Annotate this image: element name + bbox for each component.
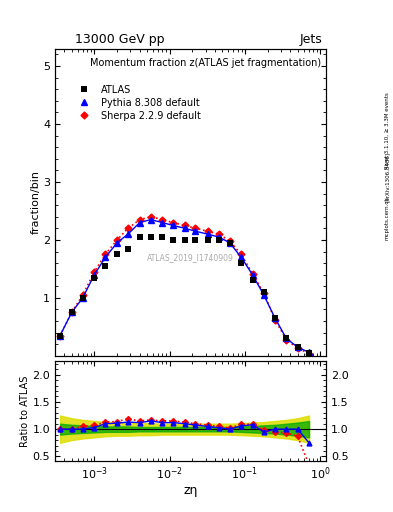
Sherpa 2.2.9 default [217,231,221,237]
Pythia 8.308 default [137,220,142,226]
Pythia 8.308 default [115,240,119,246]
Sherpa 2.2.9 default [171,220,175,226]
Pythia 8.308 default [307,349,311,355]
Pythia 8.308 default [217,234,221,240]
Pythia 8.308 default [239,254,244,261]
Pythia 8.308 default [148,217,153,223]
Sherpa 2.2.9 default [115,237,119,243]
ATLAS [126,246,130,252]
Pythia 8.308 default [250,272,255,278]
Sherpa 2.2.9 default [307,350,311,356]
Pythia 8.308 default [58,332,62,338]
Pythia 8.308 default [69,309,74,315]
Pythia 8.308 default [205,231,210,237]
Sherpa 2.2.9 default [284,336,289,343]
ATLAS [183,237,187,243]
Sherpa 2.2.9 default [137,217,142,223]
Sherpa 2.2.9 default [295,345,300,351]
ATLAS [171,237,175,243]
Y-axis label: fraction/bin: fraction/bin [30,170,40,234]
Y-axis label: Ratio to ATLAS: Ratio to ATLAS [20,375,29,446]
Sherpa 2.2.9 default [126,225,130,231]
Sherpa 2.2.9 default [92,269,97,275]
Sherpa 2.2.9 default [250,270,255,276]
Pythia 8.308 default [103,254,108,261]
Pythia 8.308 default [126,231,130,237]
ATLAS [80,295,85,301]
Sherpa 2.2.9 default [148,214,153,220]
ATLAS [148,234,153,240]
Pythia 8.308 default [193,228,198,234]
Pythia 8.308 default [228,240,232,246]
Pythia 8.308 default [295,344,300,350]
ATLAS [205,237,210,243]
Text: Jets: Jets [299,33,322,46]
ATLAS [239,260,244,266]
Pythia 8.308 default [92,272,97,278]
Text: Momentum fraction z(ATLAS jet fragmentation): Momentum fraction z(ATLAS jet fragmentat… [90,58,321,68]
Line: ATLAS: ATLAS [57,234,312,356]
Sherpa 2.2.9 default [228,238,232,244]
ATLAS [69,309,74,315]
Sherpa 2.2.9 default [273,317,277,323]
Text: ATLAS_2019_I1740909: ATLAS_2019_I1740909 [147,253,234,262]
Pythia 8.308 default [284,335,289,342]
ATLAS [250,278,255,284]
ATLAS [103,263,108,269]
ATLAS [137,234,142,240]
Text: mcplots.cern.ch: mcplots.cern.ch [385,196,389,240]
Pythia 8.308 default [183,225,187,231]
Sherpa 2.2.9 default [69,309,74,315]
Pythia 8.308 default [273,315,277,321]
Sherpa 2.2.9 default [183,222,187,228]
ATLAS [295,344,300,350]
ATLAS [115,251,119,258]
Sherpa 2.2.9 default [80,292,85,298]
Text: 13000 GeV pp: 13000 GeV pp [75,33,164,46]
Sherpa 2.2.9 default [193,225,198,231]
ATLAS [273,315,277,321]
Legend: ATLAS, Pythia 8.308 default, Sherpa 2.2.9 default: ATLAS, Pythia 8.308 default, Sherpa 2.2.… [68,81,205,125]
Sherpa 2.2.9 default [160,217,165,223]
ATLAS [193,237,198,243]
X-axis label: zη: zη [184,484,198,497]
ATLAS [92,274,97,281]
Pythia 8.308 default [171,222,175,228]
Pythia 8.308 default [80,295,85,301]
ATLAS [160,234,165,240]
ATLAS [284,335,289,342]
ATLAS [261,289,266,295]
Line: Sherpa 2.2.9 default: Sherpa 2.2.9 default [58,215,312,356]
Sherpa 2.2.9 default [205,228,210,234]
ATLAS [217,237,221,243]
Pythia 8.308 default [160,220,165,226]
ATLAS [307,350,311,356]
Sherpa 2.2.9 default [103,251,108,258]
Pythia 8.308 default [261,292,266,298]
Sherpa 2.2.9 default [58,332,62,338]
ATLAS [228,240,232,246]
Text: Rivet 3.1.10, ≥ 3.3M events: Rivet 3.1.10, ≥ 3.3M events [385,92,389,169]
Line: Pythia 8.308 default: Pythia 8.308 default [57,217,312,355]
Sherpa 2.2.9 default [239,251,244,258]
Sherpa 2.2.9 default [261,290,266,296]
Text: [arXiv:1306.3436]: [arXiv:1306.3436] [385,152,389,202]
ATLAS [58,332,62,338]
